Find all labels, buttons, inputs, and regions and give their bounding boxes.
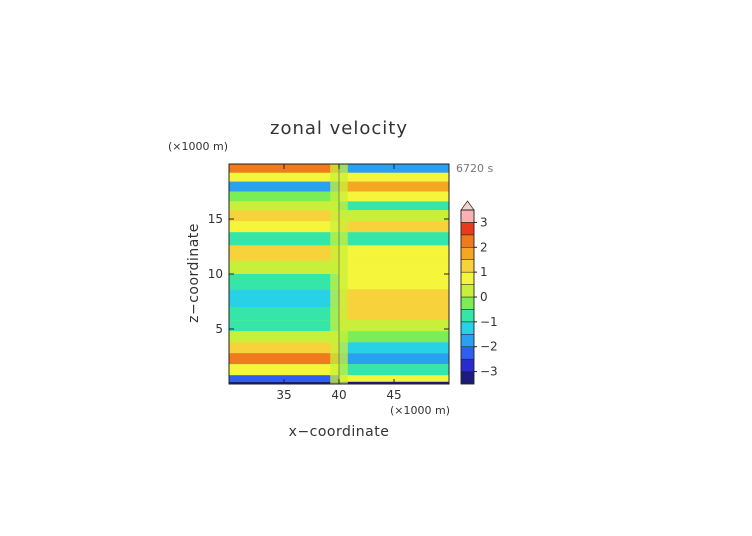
y-unit-label: (×1000 m)	[168, 140, 228, 153]
heatmap-cell-right	[339, 221, 449, 233]
heatmap-cell-left	[229, 245, 339, 261]
colorbar-tick-label: −1	[480, 315, 498, 329]
heatmap-cell-left	[229, 232, 339, 246]
heatmap-cell-right	[339, 375, 449, 382]
colorbar-swatch	[460, 371, 475, 385]
colorbar-tick-label: 0	[480, 290, 488, 304]
heatmap-cell-left	[229, 210, 339, 222]
heatmap-cell-right	[339, 331, 449, 343]
colorbar-extension-arrow	[460, 200, 475, 211]
colorbar-swatch	[460, 358, 475, 372]
heatmap-cell-right	[339, 342, 449, 354]
colorbar-tick-label: 1	[480, 265, 488, 279]
time-label: 6720 s	[456, 162, 493, 175]
heatmap-cell-left	[229, 375, 339, 382]
heatmap-cell-right	[339, 172, 449, 182]
heatmap-cell-left	[229, 274, 339, 290]
y-tick-label: 15	[208, 212, 223, 226]
colorbar-swatch	[460, 296, 475, 310]
colorbar-swatch	[460, 234, 475, 248]
heatmap-cell-right	[339, 181, 449, 192]
colorbar: 3 2 1 0 −1 −2 −3	[460, 200, 498, 385]
x-tick-label: 45	[386, 388, 401, 402]
colorbar-swatch	[460, 334, 475, 347]
heatmap-cell-right	[339, 274, 449, 290]
x-axis: 35 40 45	[276, 164, 402, 402]
colorbar-swatch	[460, 222, 475, 236]
heatmap-cell-left	[229, 221, 339, 233]
y-tick-label: 10	[208, 267, 223, 281]
plot-area	[228, 163, 450, 385]
colorbar-swatch	[460, 321, 475, 335]
x-tick-label: 40	[331, 388, 346, 402]
heatmap-cell-left	[229, 320, 339, 332]
heatmap-cell-right	[339, 364, 449, 376]
colorbar-tick-label: −2	[480, 340, 498, 354]
heatmap-cell-right	[339, 232, 449, 246]
heatmap-cell-right	[339, 307, 449, 321]
heatmap-cell-left	[229, 201, 339, 211]
heatmap-cell-left	[229, 289, 339, 307]
heatmap-cell-right	[339, 201, 449, 211]
heatmap-cell-left	[229, 353, 339, 365]
heatmap-cell-right	[339, 260, 449, 274]
heatmap-cell-right	[339, 245, 449, 261]
heatmap-cell-left	[229, 364, 339, 376]
colorbar-swatch	[460, 309, 475, 323]
x-tick-label: 35	[276, 388, 291, 402]
colorbar-tick-label: 2	[480, 240, 488, 254]
x-unit-label: (×1000 m)	[390, 404, 450, 417]
colorbar-swatch	[460, 209, 475, 223]
colorbar-swatch	[460, 346, 475, 360]
heatmap-cell-right	[339, 320, 449, 332]
heatmap-cell-right	[339, 289, 449, 307]
heatmap-cell-right	[339, 191, 449, 202]
heatmap-cell-left	[229, 191, 339, 202]
heatmap-cell-left	[229, 181, 339, 192]
heatmap-cell-left	[229, 307, 339, 321]
heatmap-cell-left	[229, 331, 339, 343]
y-axis: 5 10 15	[208, 212, 449, 336]
heatmap-cell-left	[229, 342, 339, 354]
colorbar-swatch	[460, 271, 475, 285]
colorbar-swatch	[460, 247, 475, 260]
heatmap-cell-left	[229, 172, 339, 182]
colorbar-tick-label: −3	[480, 365, 498, 379]
heatmap-cell-right	[339, 353, 449, 365]
colorbar-swatch	[460, 259, 475, 273]
y-tick-label: 5	[215, 322, 223, 336]
x-axis-label: x−coordinate	[289, 424, 390, 440]
colorbar-swatch	[460, 284, 475, 298]
heatmap-cell-right	[339, 210, 449, 222]
heatmap-cell-left	[229, 260, 339, 274]
colorbar-tick-label: 3	[480, 215, 488, 229]
y-axis-label: z−coordinate	[186, 223, 202, 323]
chart-title: zonal velocity	[270, 118, 408, 139]
